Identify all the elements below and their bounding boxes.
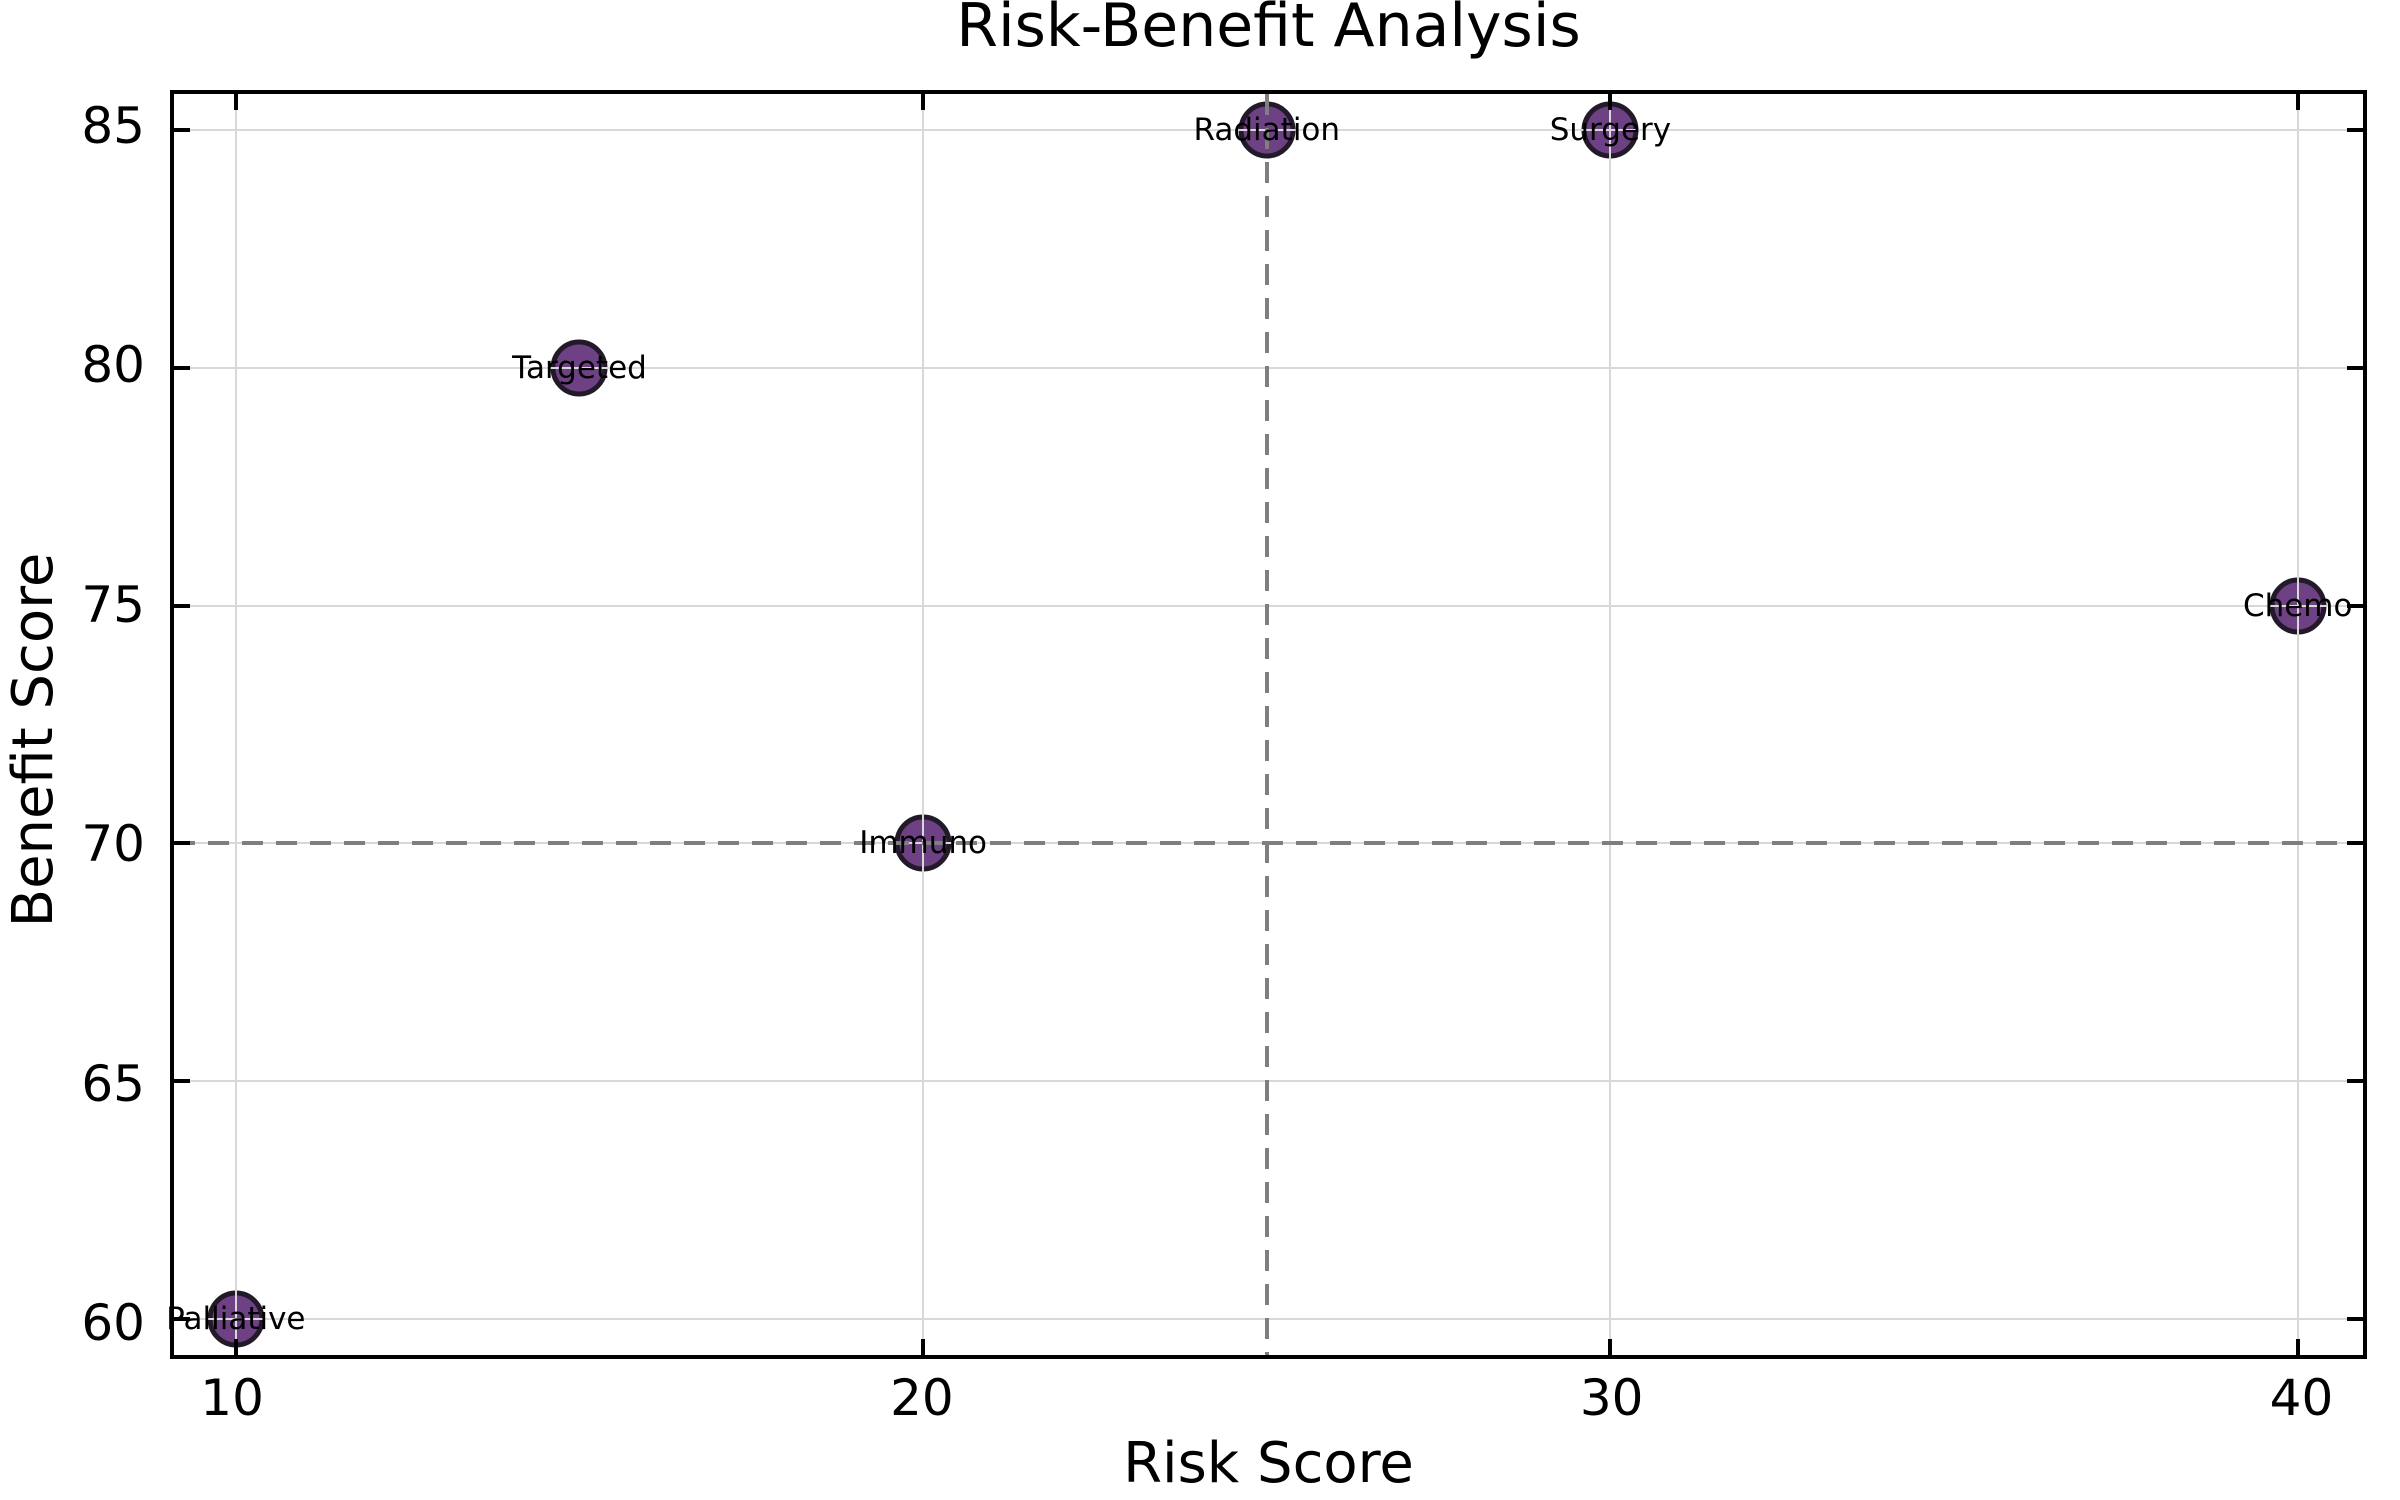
x-tick-label-20: 20 [890,1369,954,1427]
y-tick-label-70: 70 [81,815,145,874]
y-tick-mark-right-75 [2347,603,2363,608]
x-tick-mark-top-10 [233,94,238,110]
point-label-targeted: Targeted [512,349,647,386]
y-tick-mark-left-65 [174,1079,190,1084]
y-tick-mark-right-80 [2347,365,2363,370]
gridline-x-20 [922,94,925,1355]
y-tick-label-65: 65 [81,1054,145,1113]
gridline-x-30 [1609,94,1612,1355]
x-tick-mark-top-30 [1608,94,1613,110]
gridline-x-40 [2296,94,2299,1355]
point-label-palliative: Palliative [166,1301,306,1338]
y-axis-label: Benefit Score [1,552,66,928]
y-tick-mark-left-80 [174,365,190,370]
y-tick-label-75: 75 [81,575,145,634]
reference-line-x-25 [1264,94,1269,1355]
x-tick-mark-bottom-30 [1608,1339,1613,1355]
y-tick-mark-left-70 [174,841,190,846]
point-label-chemo: Chemo [2242,587,2353,624]
y-tick-mark-left-85 [174,127,190,132]
x-tick-mark-bottom-40 [2295,1339,2300,1355]
y-tick-mark-right-70 [2347,841,2363,846]
y-tick-mark-right-65 [2347,1079,2363,1084]
gridline-x-10 [234,94,237,1355]
y-tick-label-80: 80 [81,336,145,395]
x-axis-label: Risk Score [1123,1431,1414,1496]
point-label-immuno: Immuno [859,825,988,862]
x-tick-mark-top-20 [921,94,926,110]
y-tick-mark-left-60 [174,1317,190,1322]
point-label-surgery: Surgery [1549,111,1672,148]
y-tick-mark-right-60 [2347,1317,2363,1322]
plot-area: Palliative Targeted Immuno Radiation Surgery… [166,90,2367,1359]
x-tick-mark-bottom-20 [921,1339,926,1355]
y-tick-mark-left-75 [174,603,190,608]
y-tick-label-60: 60 [81,1294,145,1353]
x-tick-mark-top-40 [2295,94,2300,110]
reference-line-y-70 [174,841,2363,846]
chart-title: Risk-Benefit Analysis [956,0,1581,61]
y-tick-label-85: 85 [81,96,145,155]
x-tick-label-30: 30 [1579,1369,1644,1427]
x-tick-label-10: 10 [200,1369,264,1427]
x-tick-mark-bottom-10 [233,1339,238,1355]
point-label-radiation: Radiation [1193,111,1341,148]
y-tick-mark-right-85 [2347,127,2363,132]
plot-inner: Palliative Targeted Immuno Radiation Surgery… [166,94,2363,1355]
x-tick-label-40: 40 [2269,1369,2334,1427]
